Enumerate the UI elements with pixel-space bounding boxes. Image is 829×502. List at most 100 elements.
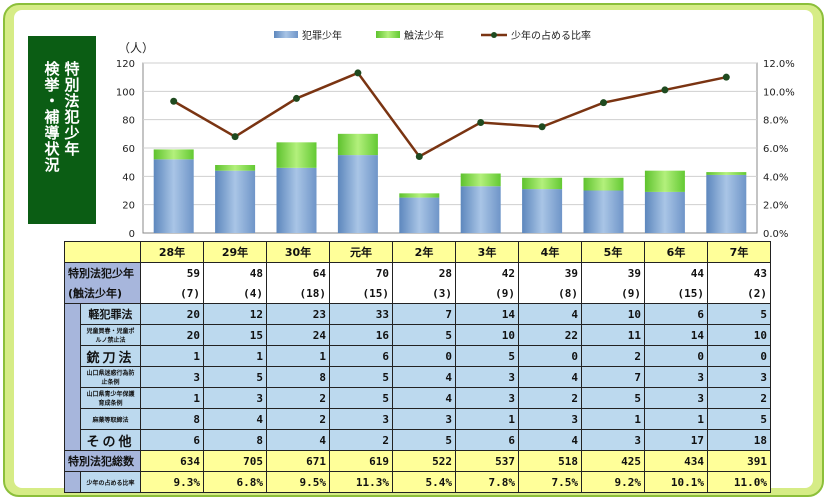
column-header: 4年 bbox=[518, 241, 582, 263]
table-cell: 4 bbox=[518, 429, 582, 451]
bar-crime bbox=[337, 155, 378, 233]
table-header-row: 28年 29年 30年 元年 2年 3年 4年 5年 6年 7年 bbox=[64, 241, 771, 263]
title-line-2: 検挙・補導状況 bbox=[43, 60, 60, 174]
row-label: 山口県青少年保護育成条例 bbox=[80, 387, 141, 409]
legend-label-3: 少年の占める比率 bbox=[511, 29, 591, 42]
table-cell: 3 bbox=[455, 366, 519, 388]
column-header: 28年 bbox=[140, 241, 204, 263]
table-cell: 0 bbox=[518, 345, 582, 367]
table-row: その他 6 8 4 2 5 6 4 3 17 18 bbox=[65, 429, 771, 451]
table-cell: 33 bbox=[329, 303, 393, 325]
table-cell: 3 bbox=[518, 408, 582, 430]
table-cell: 6 bbox=[455, 429, 519, 451]
title-line-1: 特別法犯少年 bbox=[63, 60, 79, 158]
table-cell: 619 bbox=[329, 450, 393, 472]
table-cell: 6 bbox=[140, 429, 204, 451]
row-label: 軽犯罪法 bbox=[80, 303, 141, 325]
table-cell: 522 bbox=[392, 450, 456, 472]
column-header: 5年 bbox=[581, 241, 645, 263]
table-cell: 2 bbox=[266, 408, 330, 430]
table-cell: 5 bbox=[581, 387, 645, 409]
row-label: 山口県迷惑行為防止条例 bbox=[80, 366, 141, 388]
table-cell: 3 bbox=[581, 429, 645, 451]
table-cell: 2 bbox=[329, 429, 393, 451]
table-cell: 2 bbox=[518, 387, 582, 409]
legend-label-1: 犯罪少年 bbox=[302, 29, 342, 42]
table-row: 特別法犯少年 59 48 64 70 28 42 39 39 44 43 bbox=[64, 262, 771, 283]
table-cell: 5 bbox=[455, 345, 519, 367]
y2-tick-label: 8.0% bbox=[763, 116, 788, 127]
table-cell: 14 bbox=[455, 303, 519, 325]
legend-label-2: 触法少年 bbox=[404, 29, 444, 42]
bar-crime bbox=[460, 186, 501, 233]
ratio-point bbox=[722, 73, 730, 81]
table-cell: 48 bbox=[203, 262, 267, 283]
table-cell: 20 bbox=[140, 303, 204, 325]
y-tick-label: 0 bbox=[129, 229, 135, 240]
table-cell: (18) bbox=[266, 283, 330, 304]
table-cell: 1 bbox=[140, 345, 204, 367]
table-cell: 9.3% bbox=[140, 471, 204, 493]
table-cell: (9) bbox=[455, 283, 519, 304]
row-label: 児童買春・児童ポルノ禁止法 bbox=[80, 324, 141, 346]
data-table: 28年 29年 30年 元年 2年 3年 4年 5年 6年 7年 特別法犯少年 59 48 64 70 28 4… bbox=[64, 241, 771, 493]
table-cell: 7 bbox=[392, 303, 456, 325]
table-cell: 3 bbox=[707, 366, 771, 388]
table-cell: 5 bbox=[203, 366, 267, 388]
table-cell: 0 bbox=[707, 345, 771, 367]
table-cell: 4 bbox=[203, 408, 267, 430]
table-row: (触法少年) (7) (4) (18) (15) (3) (9) (8) (9) (15) (2) bbox=[64, 283, 771, 304]
bar-touch bbox=[399, 193, 440, 198]
table-cell: 634 bbox=[140, 450, 204, 472]
row-label: 銃刀法 bbox=[80, 345, 141, 367]
table-cell: 4 bbox=[392, 366, 456, 388]
table-cell: 18 bbox=[707, 429, 771, 451]
table-cell: 22 bbox=[518, 324, 582, 346]
table-cell: 11.0% bbox=[707, 471, 771, 493]
bar-touch bbox=[276, 142, 317, 168]
table-cell: 5 bbox=[707, 303, 771, 325]
table-cell: 3 bbox=[644, 366, 708, 388]
table-cell: 5 bbox=[329, 387, 393, 409]
column-header: 30年 bbox=[266, 241, 330, 263]
bar-touch bbox=[153, 149, 194, 160]
column-header: 元年 bbox=[329, 241, 393, 263]
title-box: 特別法犯少年 検挙・補導状況 bbox=[28, 36, 96, 224]
table-cell: 6.8% bbox=[203, 471, 267, 493]
table-cell: 6 bbox=[644, 303, 708, 325]
ratio-point bbox=[354, 69, 362, 77]
table-cell: 1 bbox=[644, 408, 708, 430]
table-row: 麻薬等取締法 8 4 2 3 3 1 3 1 1 5 bbox=[65, 408, 771, 430]
table-row: 山口県迷惑行為防止条例 3 5 8 5 4 3 4 7 3 3 bbox=[65, 366, 771, 388]
table-cell: 39 bbox=[581, 262, 645, 283]
table-cell: (7) bbox=[140, 283, 204, 304]
y-tick-label: 80 bbox=[122, 116, 135, 127]
bar-touch bbox=[706, 172, 747, 175]
bar-touch bbox=[337, 133, 378, 156]
table-cell: (3) bbox=[392, 283, 456, 304]
table-cell: (15) bbox=[329, 283, 393, 304]
bar-crime bbox=[276, 167, 317, 233]
table-cell: 0 bbox=[392, 345, 456, 367]
table-cell: 1 bbox=[203, 345, 267, 367]
table-cell: 23 bbox=[266, 303, 330, 325]
table-cell: 4 bbox=[518, 366, 582, 388]
bar-touch bbox=[215, 165, 256, 171]
table-cell: 11 bbox=[581, 324, 645, 346]
y2-tick-label: 4.0% bbox=[763, 172, 788, 183]
ratio-point bbox=[415, 153, 423, 160]
bar-crime bbox=[153, 159, 194, 233]
chart-area: 0 20 40 60 80 100 120 0.0% 2.0% 4.0% 6.0% 8.0% 10.0%… bbox=[116, 29, 795, 240]
row-label: 少年の占める比率 bbox=[80, 471, 141, 493]
column-header: 2年 bbox=[392, 241, 456, 263]
bar-crime bbox=[399, 197, 440, 233]
table-cell: 7.5% bbox=[518, 471, 582, 493]
table-cell: 6 bbox=[329, 345, 393, 367]
table-cell: 1 bbox=[140, 387, 204, 409]
table-cell: 10 bbox=[455, 324, 519, 346]
row-label: 特別法犯総数 bbox=[64, 450, 141, 472]
table-cell: 1 bbox=[266, 345, 330, 367]
table-cell: 425 bbox=[581, 450, 645, 472]
table-cell: 3 bbox=[392, 408, 456, 430]
